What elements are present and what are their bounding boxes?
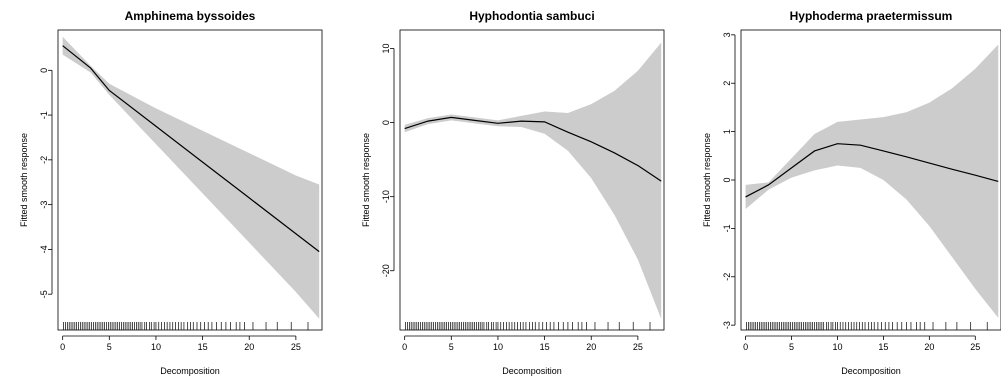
rug xyxy=(63,322,309,330)
x-axis-label: Decomposition xyxy=(160,366,220,376)
y-tick-label: -1 xyxy=(39,111,49,119)
y-tick-label: 0 xyxy=(39,68,49,73)
y-axis-label: Fitted smooth response xyxy=(702,133,712,227)
fitted-curve xyxy=(745,143,999,198)
x-tick-label: 0 xyxy=(60,342,65,352)
y-tick-label: 0 xyxy=(722,177,732,182)
y-axis-label: Fitted smooth response xyxy=(361,133,371,227)
y-tick-label: 1 xyxy=(722,129,732,134)
x-tick-label: 10 xyxy=(151,342,161,352)
fitted-curve xyxy=(404,116,662,182)
plot-frame xyxy=(57,29,323,331)
x-tick-label: 15 xyxy=(878,342,888,352)
y-tick-label: -2 xyxy=(39,156,49,164)
y-tick-label: -3 xyxy=(722,321,732,329)
x-axis-label: Decomposition xyxy=(502,366,562,376)
y-tick-label: -2 xyxy=(722,273,732,281)
y-tick-label: -3 xyxy=(39,201,49,209)
y-axis-label: Fitted smooth response xyxy=(19,133,29,227)
chart-title: Amphinema byssoides xyxy=(125,9,256,23)
y-tick-label: 3 xyxy=(722,32,732,37)
x-tick-label: 15 xyxy=(540,342,550,352)
x-tick-label: 20 xyxy=(586,342,596,352)
x-tick-label: 20 xyxy=(924,342,934,352)
fitted-curve xyxy=(62,45,320,253)
confidence-band xyxy=(745,44,999,318)
rug xyxy=(746,322,988,330)
confidence-band xyxy=(62,36,320,319)
x-tick-label: 25 xyxy=(970,342,980,352)
x-tick-label: 0 xyxy=(743,342,748,352)
y-tick-label: -1 xyxy=(722,224,732,232)
x-tick-label: 25 xyxy=(291,342,301,352)
x-tick-label: 0 xyxy=(402,342,407,352)
x-tick-label: 25 xyxy=(633,342,643,352)
y-tick-label: 0 xyxy=(381,120,391,125)
x-tick-label: 5 xyxy=(449,342,454,352)
y-tick-label: 10 xyxy=(381,44,391,54)
x-tick-label: 15 xyxy=(198,342,208,352)
y-tick-label: -4 xyxy=(39,245,49,253)
x-tick-label: 5 xyxy=(789,342,794,352)
chart-title: Hyphodontia sambuci xyxy=(469,9,594,23)
panel-amphinema-byssoides: Amphinema byssoides 0 5 10 15 20 25 Decompositi… xyxy=(19,9,323,376)
rug xyxy=(405,322,651,330)
plot-frame xyxy=(740,29,1001,331)
x-axis-label: Decomposition xyxy=(841,366,901,376)
panel-hyphodontia-sambuci: Hyphodontia sambuci 0 5 10 15 20 25 Decompositi… xyxy=(361,9,665,376)
x-tick-label: 10 xyxy=(832,342,842,352)
y-tick-label: -20 xyxy=(381,264,391,277)
chart-title: Hyphoderma praetermissum xyxy=(790,9,953,23)
y-tick-label: -5 xyxy=(39,290,49,298)
y-tick-label: -10 xyxy=(381,190,391,203)
plot-frame xyxy=(399,29,665,331)
y-tick-label: 2 xyxy=(722,81,732,86)
confidence-band xyxy=(404,42,662,319)
x-tick-label: 20 xyxy=(244,342,254,352)
x-tick-label: 10 xyxy=(493,342,503,352)
x-tick-label: 5 xyxy=(107,342,112,352)
